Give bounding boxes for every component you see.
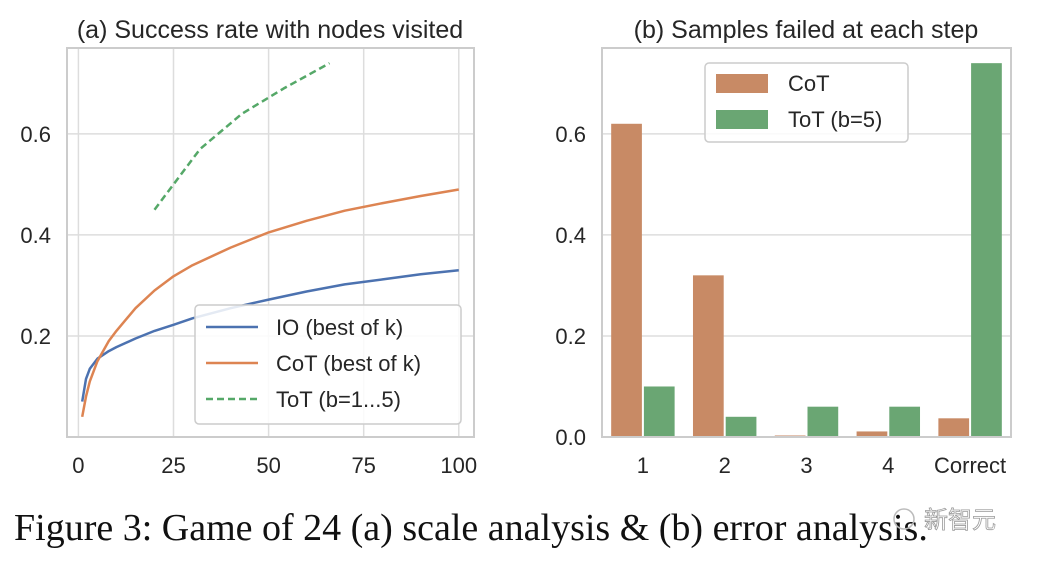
bar xyxy=(643,386,675,437)
watermark: 新智元 xyxy=(893,506,996,534)
panel-b-title: (b) Samples failed at each step xyxy=(634,16,979,44)
bar xyxy=(938,418,970,437)
x-tick-label: 75 xyxy=(351,453,375,478)
panel-a-legend: IO (best of k) CoT (best of k) ToT (b=1.… xyxy=(194,304,462,425)
legend-swatch-cot-bar xyxy=(716,74,768,93)
panel-b-legend: CoT ToT (b=5) xyxy=(704,62,909,143)
x-tick-label: 4 xyxy=(882,453,894,478)
y-tick-label: 0.4 xyxy=(20,223,51,248)
legend-label-cot: CoT (best of k) xyxy=(276,351,421,376)
y-tick-label: 0.6 xyxy=(20,122,51,147)
y-tick-label: 0.2 xyxy=(555,324,586,349)
x-tick-label: 2 xyxy=(719,453,731,478)
bar xyxy=(611,123,642,437)
legend-label-tot-bar: ToT (b=5) xyxy=(788,107,882,132)
bar xyxy=(725,416,757,437)
panel-b-frame xyxy=(601,47,1012,438)
series-line xyxy=(153,62,331,211)
panel-a-legend-box xyxy=(194,304,462,425)
watermark-logo-icon xyxy=(893,508,915,530)
y-tick-label: 0.4 xyxy=(555,223,586,248)
legend-swatch-tot-bar xyxy=(716,110,768,129)
x-tick-label: 100 xyxy=(440,453,477,478)
panel-b: (b) Samples failed at each step 0.00.20.… xyxy=(555,16,1012,478)
series-line xyxy=(80,269,459,402)
bar xyxy=(807,406,839,437)
y-tick-label: 0.2 xyxy=(20,324,51,349)
panel-a-series xyxy=(80,62,460,418)
figure-caption: Figure 3: Game of 24 (a) scale analysis … xyxy=(14,507,928,549)
panel-a: (a) Success rate with nodes visited 0 25 5… xyxy=(20,16,477,478)
y-tick-label: 0.6 xyxy=(555,122,586,147)
x-tick-label: Correct xyxy=(934,453,1006,478)
panel-b-bars xyxy=(611,63,1002,437)
x-tick-label: 0 xyxy=(72,453,84,478)
legend-label-cot-bar: CoT xyxy=(788,71,830,96)
watermark-text: 新智元 xyxy=(924,506,996,534)
x-tick-label: 1 xyxy=(637,453,649,478)
bar xyxy=(971,63,1002,437)
y-tick-label: 0.0 xyxy=(555,425,586,450)
panel-a-title: (a) Success rate with nodes visited xyxy=(77,16,463,44)
panel-a-frame xyxy=(66,47,475,438)
bar xyxy=(889,406,921,437)
x-tick-label: 3 xyxy=(800,453,812,478)
legend-label-io: IO (best of k) xyxy=(276,315,403,340)
bar xyxy=(856,431,888,437)
x-tick-label: 25 xyxy=(161,453,185,478)
series-line xyxy=(80,188,460,418)
x-tick-label: 50 xyxy=(256,453,280,478)
bar xyxy=(692,275,724,437)
panel-a-ticks: 0 25 50 75 100 0.2 0.4 0.6 xyxy=(20,122,477,478)
panel-b-ticks: 0.0 0.2 0.4 0.6 1 2 3 4 Correct xyxy=(555,122,1006,478)
legend-label-tot: ToT (b=1...5) xyxy=(276,387,401,412)
